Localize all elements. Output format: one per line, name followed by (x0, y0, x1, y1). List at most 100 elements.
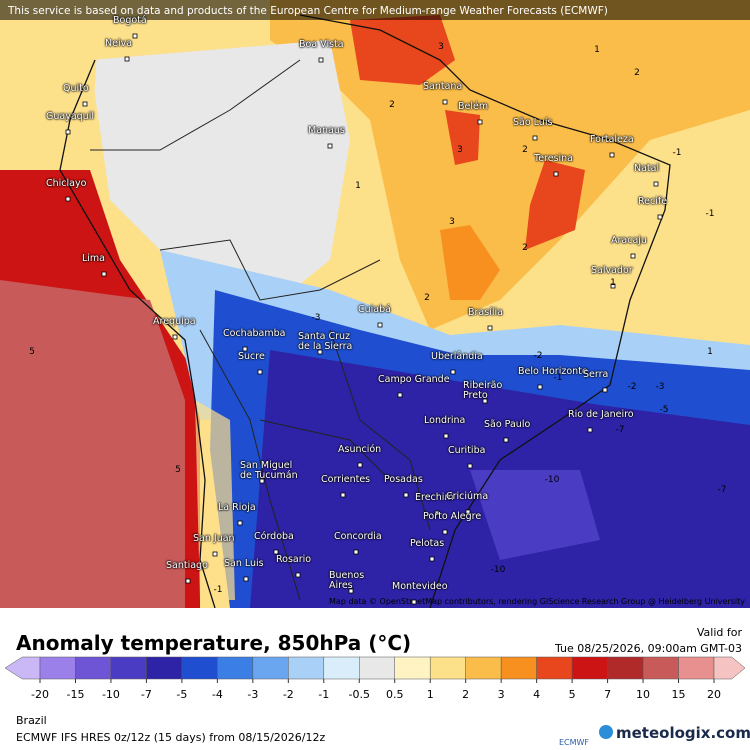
colorbar-segment (465, 656, 502, 680)
colorbar-tick-label: -4 (212, 688, 223, 701)
city-marker (487, 325, 493, 331)
city-label: Cochabamba (223, 328, 286, 339)
colorbar-segment (536, 656, 573, 680)
contour-label: -7 (717, 485, 727, 495)
city-marker (532, 135, 538, 141)
border (90, 59, 431, 601)
city-label: Guayaquil (46, 111, 94, 122)
city-label: Santa Cruz de la Sierra (298, 331, 353, 352)
city-marker (403, 492, 409, 498)
colorbar-tick-label: 1 (427, 688, 434, 701)
city-marker (465, 509, 471, 515)
city-label: Montevideo (392, 581, 448, 592)
contour-label: -10 (490, 565, 506, 575)
map: This service is based on data and produc… (0, 0, 750, 608)
city-marker (348, 588, 354, 594)
city-label: Pelotas (410, 538, 445, 549)
city-label: Arequipa (153, 316, 196, 327)
city-label: Londrina (424, 415, 466, 426)
city-marker (553, 171, 559, 177)
anomaly-area (90, 40, 350, 300)
city-label: Quito (63, 83, 89, 94)
city-marker (450, 369, 456, 375)
city-marker (442, 99, 448, 105)
city-marker (357, 462, 363, 468)
city-marker (443, 433, 449, 439)
contour-label: -7 (615, 425, 625, 435)
banner-bg (0, 0, 750, 20)
colorbar-tick-label: 5 (569, 688, 576, 701)
colorbar-segment (500, 656, 537, 680)
contour-label: -2 (533, 351, 543, 361)
city-marker (482, 398, 488, 404)
anomaly-area (0, 280, 185, 608)
contour-label: 2 (522, 243, 528, 253)
city-label: Asunción (338, 444, 382, 455)
anomaly-area (350, 15, 455, 85)
city-marker (259, 478, 265, 484)
colorbar-segment (359, 656, 395, 680)
city-marker (82, 101, 88, 107)
city-label: Serra (583, 369, 609, 380)
contour-label: -1 (672, 148, 682, 158)
anomaly-area (525, 160, 585, 250)
contour-label: 1 (594, 45, 600, 55)
contour-label: -1 (553, 373, 563, 383)
city-label: Posadas (384, 474, 423, 485)
city-marker (411, 599, 417, 605)
city-marker (101, 271, 107, 277)
colorbar-tick-label: 15 (672, 688, 686, 701)
colorbar-segment (110, 656, 147, 680)
colorbar-tick-label: -0.5 (349, 688, 370, 701)
city-marker (185, 578, 191, 584)
colorbar-segment (288, 656, 325, 680)
city-marker (65, 129, 71, 135)
city-marker (243, 576, 249, 582)
city-label: Teresina (534, 153, 574, 164)
city-label: Santana (423, 81, 463, 92)
anomaly-area (470, 470, 600, 560)
colorbar-tick-label: 7 (604, 688, 611, 701)
city-marker (397, 392, 403, 398)
city-marker (610, 283, 616, 289)
colorbar-tick-label: 0.5 (386, 688, 404, 701)
contour-label: -2 (627, 382, 637, 392)
contour-label: 1 (707, 347, 713, 357)
city-label: Cuiabá (358, 304, 391, 315)
colorbar-tick-label: -10 (102, 688, 120, 701)
city-marker (273, 549, 279, 555)
colorbar-segment (394, 656, 431, 680)
city-marker (602, 387, 608, 393)
banner: This service is based on data and produc… (7, 5, 608, 17)
city-label: Córdoba (254, 531, 294, 542)
contour-label: 2 (424, 293, 430, 303)
city-label: San Miguel de Tucumán (240, 460, 298, 481)
city-marker (503, 437, 509, 443)
colorbar-tick-label: 2 (462, 688, 469, 701)
city-marker (132, 33, 138, 39)
colorbar-tick-label: -15 (66, 688, 84, 701)
city-label: Rosario (276, 554, 312, 565)
valid-label: Valid for (697, 626, 743, 639)
colorbar-tick-label: 20 (707, 688, 721, 701)
colorbar-tick-label: -20 (31, 688, 49, 701)
site-logo: meteologix.com (616, 724, 750, 742)
city-marker (237, 520, 243, 526)
city-label: Concordia (334, 531, 382, 542)
city-marker (124, 56, 130, 62)
colorbar-tick-label: 10 (636, 688, 650, 701)
city-marker (429, 556, 435, 562)
city-marker (434, 510, 440, 516)
colorbar-tick-label: 4 (533, 688, 540, 701)
colorbar-segment (39, 656, 76, 680)
city-marker (630, 253, 636, 259)
contour-label: 1 (610, 278, 616, 288)
city-label: Bogotá (113, 15, 147, 26)
city-label: Manaus (308, 125, 345, 136)
colorbar-segment (642, 656, 679, 680)
city-label: Ribeirão Preto (463, 380, 503, 401)
city-marker (257, 369, 263, 375)
city-label: Belém (458, 101, 489, 112)
colorbar-segment (713, 656, 746, 680)
city-label: Porto Alegre (423, 511, 482, 522)
